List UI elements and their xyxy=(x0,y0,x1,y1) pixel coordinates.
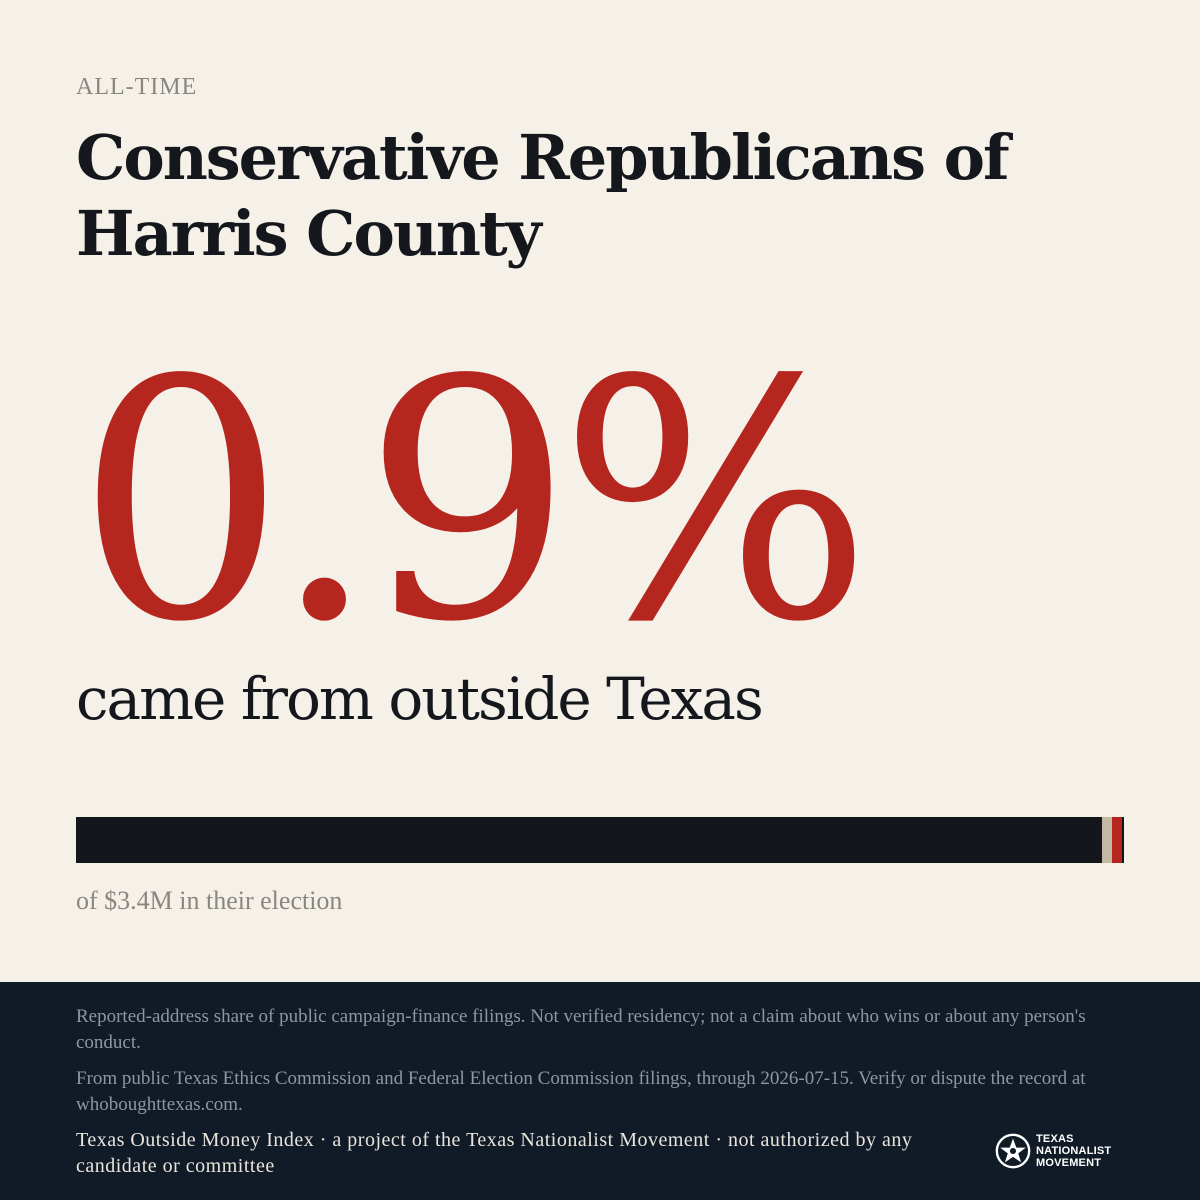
time-period-label: ALL-TIME xyxy=(76,74,198,100)
share-bar xyxy=(76,817,1124,863)
share-bar-outside-marker xyxy=(1102,817,1112,863)
share-bar-outside-segment xyxy=(1112,817,1122,863)
disclaimer-text: Reported-address share of public campaig… xyxy=(76,1006,1086,1053)
share-bar-end xyxy=(1122,817,1124,863)
source-text: From public Texas Ethics Commission and … xyxy=(76,1068,1086,1115)
logo-line-2: NATIONALIST xyxy=(1036,1145,1112,1157)
total-raised-note: of $3.4M in their election xyxy=(76,886,343,915)
outside-share-percent: 0.9% xyxy=(76,310,872,694)
logo-line-3: MOVEMENT xyxy=(1036,1157,1102,1169)
logo-line-1: TEXAS xyxy=(1036,1133,1074,1145)
star-seal-icon xyxy=(995,1133,1031,1169)
committee-name: Conservative Republicans of Harris Count… xyxy=(76,121,1010,270)
outside-share-caption: came from outside Texas xyxy=(76,665,764,733)
tnm-logo: TEXAS NATIONALIST MOVEMENT xyxy=(994,1132,1111,1170)
credit-text: Texas Outside Money Index · a project of… xyxy=(76,1129,913,1177)
logo-wordmark: TEXAS NATIONALIST MOVEMENT xyxy=(1036,1133,1111,1169)
footer: Reported-address share of public campaig… xyxy=(0,982,1200,1200)
